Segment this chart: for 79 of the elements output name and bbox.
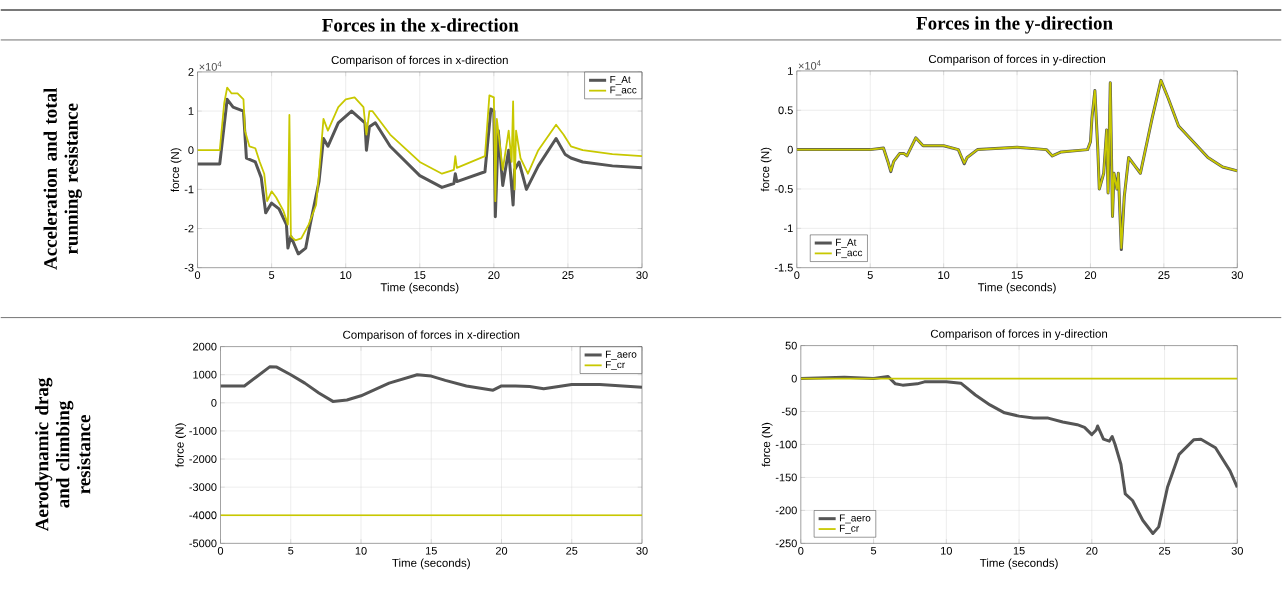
x-tick-label: 20 xyxy=(1084,271,1097,279)
y-tick-label: -100 xyxy=(775,440,797,449)
y-tick-label: -150 xyxy=(775,473,797,482)
x-tick-label: 5 xyxy=(269,271,275,279)
x-axis-title: Time (seconds) xyxy=(977,282,1056,294)
y-tick-label: 1 xyxy=(788,67,793,75)
y-axis-title: force (N) xyxy=(761,422,773,467)
y-tick-label: 1000 xyxy=(193,370,217,379)
y-tick-label: 2000 xyxy=(193,342,217,351)
y-axis-title: force (N) xyxy=(760,147,772,192)
x-tick-label: 25 xyxy=(566,546,578,555)
chart-title: Comparison of forces in y-direction xyxy=(928,54,1106,66)
legend-label: F_aero xyxy=(839,514,871,524)
y-tick-label: -250 xyxy=(775,539,797,548)
x-tick-label: 25 xyxy=(1159,546,1171,555)
text: Acceleration and total running resistance xyxy=(43,87,82,270)
y-tick-label: 0 xyxy=(791,374,797,383)
y-tick-label: -1 xyxy=(784,224,793,232)
y-tick-label: -2 xyxy=(184,224,194,233)
x-axis-title: Time (seconds) xyxy=(392,558,470,570)
text: ×10$^{4}$ xyxy=(199,61,222,71)
chart-title: Comparison of forces in x-direction xyxy=(331,55,508,67)
x-tick-label: 0 xyxy=(217,546,224,555)
x-tick-label: 10 xyxy=(340,271,352,279)
x-tick-label: 25 xyxy=(1158,271,1170,279)
y-tick-label: -5000 xyxy=(189,539,217,548)
x-tick-label: 5 xyxy=(288,546,294,555)
text: Forces in the y-direction xyxy=(916,16,1113,34)
y-tick-label: -3 xyxy=(184,263,194,272)
x-tick-label: 30 xyxy=(636,546,648,555)
y-tick-label: 0 xyxy=(787,145,793,154)
chart-title: Comparison of forces in y-direction xyxy=(930,329,1108,340)
y-axis-title: force (N) xyxy=(175,423,187,468)
legend-label: F_At xyxy=(610,75,631,85)
y-tick-label: -1 xyxy=(184,185,194,194)
y-tick-label: 2 xyxy=(188,67,194,76)
legend-label: F_cr xyxy=(839,524,859,534)
y-axis-title: force (N) xyxy=(170,148,182,192)
x-axis-title: Time (seconds) xyxy=(380,282,459,294)
y-tick-label: 0 xyxy=(188,146,194,154)
text: Forces in the x-direction xyxy=(322,18,519,32)
text: Aerodynamic drag and climbing resistance xyxy=(35,377,91,531)
x-tick-label: 15 xyxy=(1011,271,1023,279)
y-tick-label: -50 xyxy=(781,407,797,416)
y-tick-label: 0.5 xyxy=(778,106,793,115)
y-tick-label: -3000 xyxy=(189,483,217,491)
y-tick-label: -1.5 xyxy=(774,263,793,272)
text: ×10$^{4}$ xyxy=(798,60,821,70)
y-tick-label: 0 xyxy=(211,398,217,407)
x-tick-label: 20 xyxy=(488,271,500,279)
x-tick-label: 30 xyxy=(1231,546,1243,555)
legend-label: F_At xyxy=(836,238,857,248)
y-tick-label: -0.5 xyxy=(774,184,793,193)
x-tick-label: 10 xyxy=(941,546,952,555)
x-tick-label: 10 xyxy=(938,271,950,279)
x-tick-label: 30 xyxy=(1231,271,1243,279)
legend-label: F_acc xyxy=(610,86,637,96)
x-tick-label: 30 xyxy=(636,271,648,279)
y-tick-label: -200 xyxy=(775,506,797,515)
y-tick-label: -2000 xyxy=(189,455,217,463)
x-tick-label: 20 xyxy=(1086,546,1098,555)
legend-label: F_acc xyxy=(836,249,863,258)
x-tick-label: 5 xyxy=(867,271,873,279)
x-tick-label: 15 xyxy=(1013,546,1025,555)
x-tick-label: 0 xyxy=(798,546,804,555)
x-tick-label: 5 xyxy=(870,546,877,555)
x-tick-label: 10 xyxy=(355,546,367,555)
x-axis-title: Time (seconds) xyxy=(979,558,1058,570)
x-tick-label: 25 xyxy=(562,271,574,279)
x-tick-label: 20 xyxy=(495,546,508,555)
x-tick-label: 15 xyxy=(425,546,437,555)
x-tick-label: 15 xyxy=(414,271,426,279)
y-tick-label: 1 xyxy=(188,107,194,115)
legend-label: F_cr xyxy=(605,361,625,370)
chart-title: Comparison of forces in x-direction xyxy=(343,330,520,341)
legend-label: F_aero xyxy=(605,350,637,360)
y-tick-label: -4000 xyxy=(189,511,217,519)
y-tick-label: 50 xyxy=(785,341,797,350)
y-tick-label: -1000 xyxy=(189,426,217,435)
